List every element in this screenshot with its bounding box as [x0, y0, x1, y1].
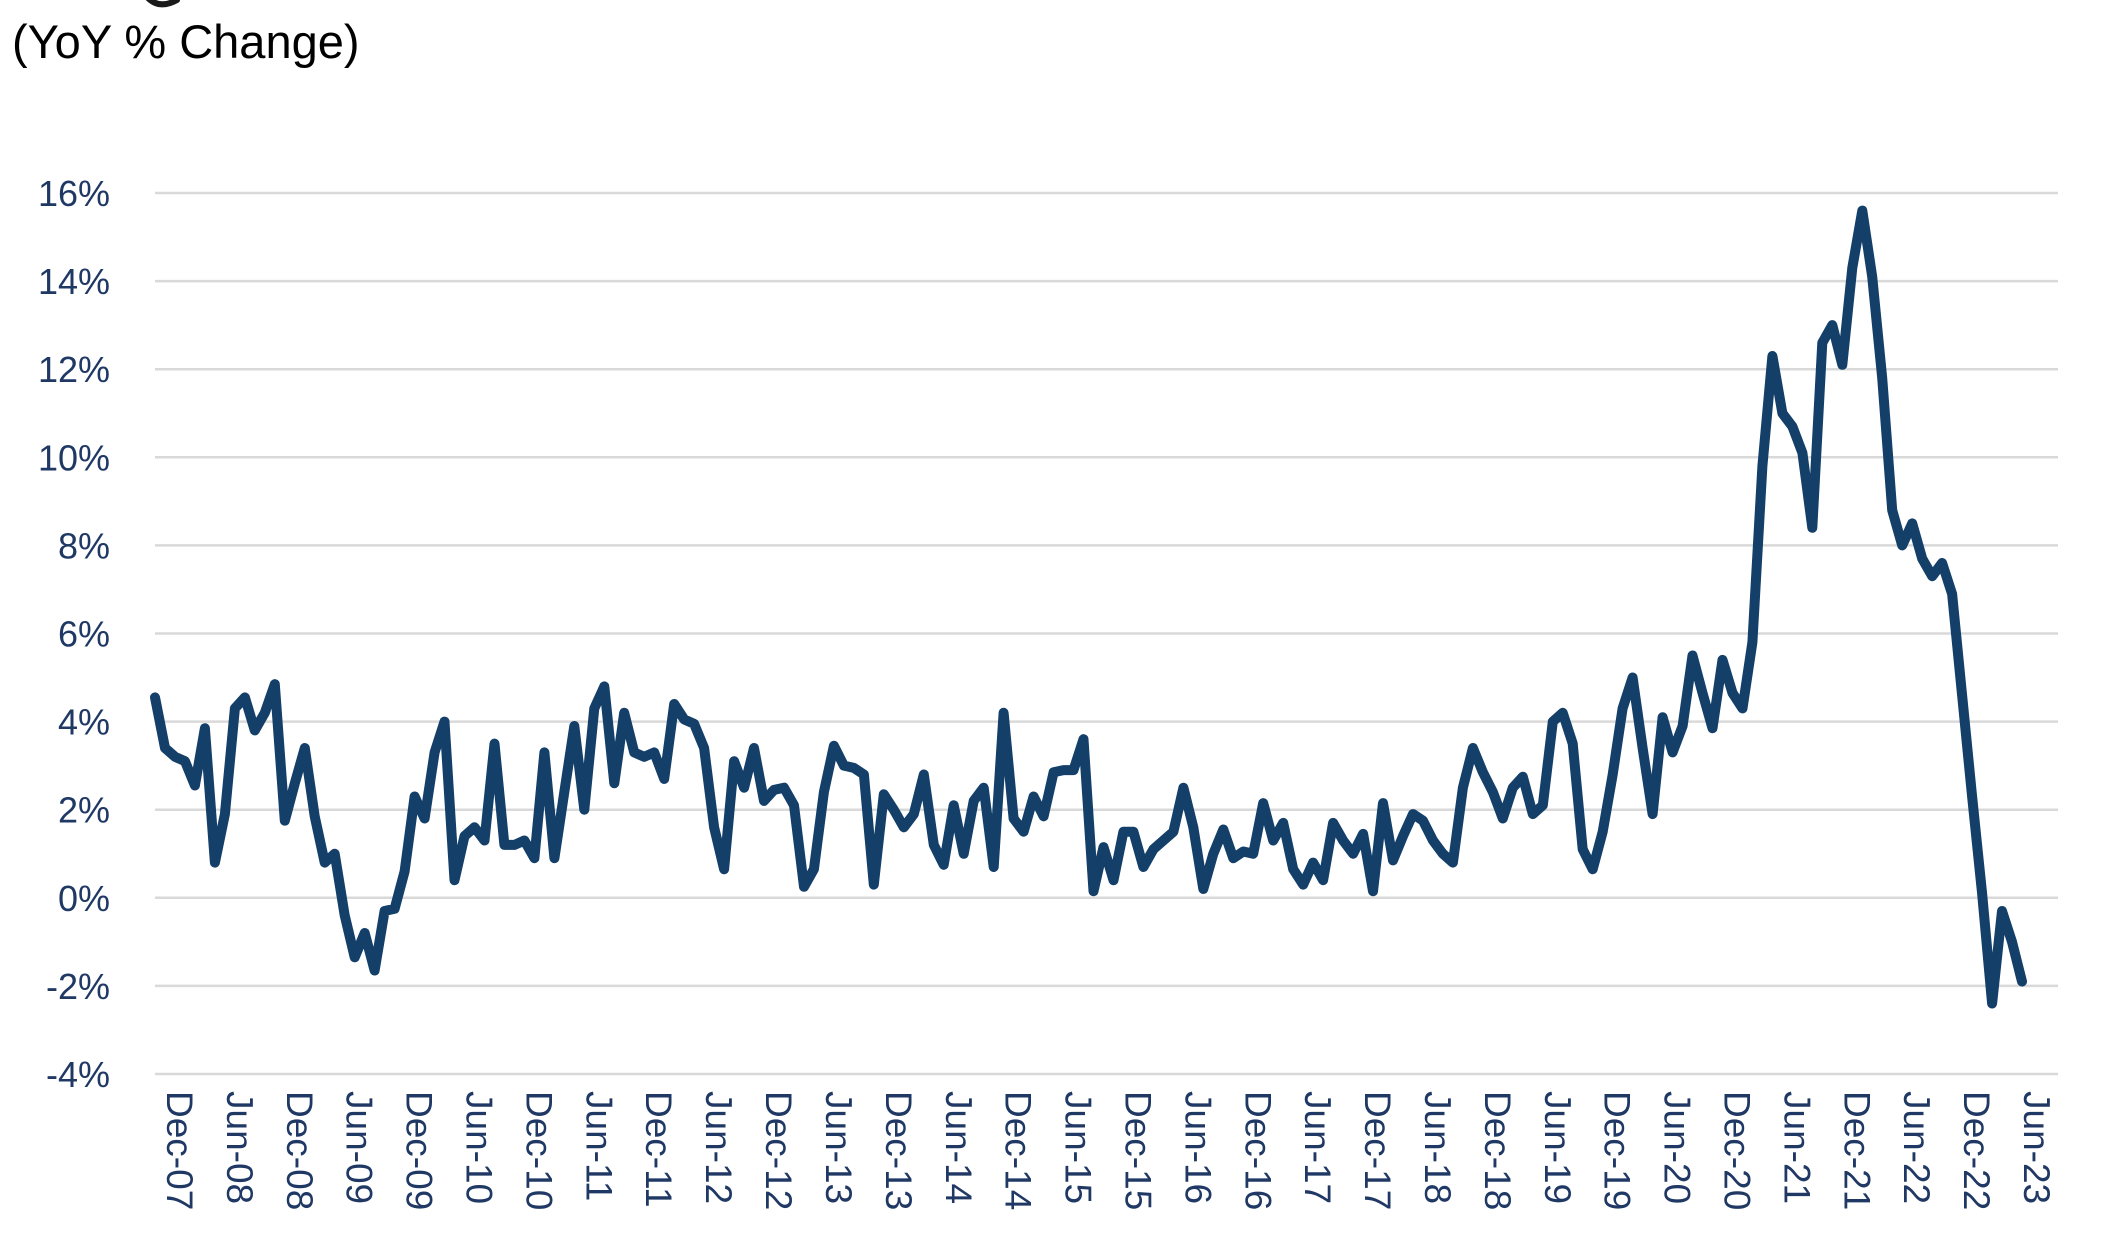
- x-axis-label: Jun-21: [1776, 1091, 1817, 1204]
- y-axis-label: 10%: [38, 437, 110, 478]
- x-axis-label: Jun-15: [1058, 1091, 1099, 1204]
- x-axis-label: Jun-16: [1177, 1091, 1218, 1204]
- x-axis-label: Jun-20: [1657, 1091, 1698, 1204]
- y-axis-label: 8%: [58, 525, 110, 566]
- y-axis-labels-group: 16% 14% 12% 10% 8% 6% 4% 2% 0% -2% -4%: [38, 173, 110, 1095]
- x-axis-label: Dec-16: [1237, 1091, 1278, 1210]
- x-axis-label: Jun-14: [938, 1091, 979, 1204]
- y-axis-label: -4%: [46, 1054, 110, 1095]
- x-axis-label: Dec-08: [279, 1091, 320, 1210]
- chart-title-line2: (YoY % Change): [12, 15, 360, 68]
- y-axis-label: -2%: [46, 966, 110, 1007]
- x-axis-label: Dec-22: [1956, 1091, 1997, 1210]
- y-axis-label: 6%: [58, 614, 110, 655]
- x-axis-label: Jun-13: [818, 1091, 859, 1204]
- y-axis-label: 12%: [38, 349, 110, 390]
- x-axis-label: Dec-07: [159, 1091, 200, 1210]
- x-axis-label: Dec-10: [518, 1091, 559, 1210]
- x-axis-label: Dec-11: [638, 1091, 679, 1208]
- x-axis-label: Jun-12: [698, 1091, 739, 1204]
- x-axis-label: Dec-18: [1477, 1091, 1518, 1210]
- x-axis-label: Jun-09: [339, 1091, 380, 1204]
- x-axis-label: Jun-23: [2016, 1091, 2057, 1204]
- y-axis-label: 16%: [38, 173, 110, 214]
- y-axis-label: 4%: [58, 702, 110, 743]
- x-axis-label: Jun-08: [219, 1091, 260, 1204]
- y-axis-label: 0%: [58, 878, 110, 919]
- x-axis-label: Jun-17: [1297, 1091, 1338, 1204]
- x-axis-label: Dec-12: [758, 1091, 799, 1210]
- x-axis-label: Dec-15: [1118, 1091, 1159, 1210]
- x-axis-label: Dec-21: [1836, 1091, 1877, 1210]
- x-axis-label: Jun-18: [1417, 1091, 1458, 1204]
- x-axis-label: Dec-14: [998, 1091, 1039, 1210]
- x-axis-label: Jun-11: [578, 1091, 619, 1201]
- series-group: [150, 205, 2027, 1009]
- yoy-series-line: [150, 205, 2027, 1009]
- y-axis-label: 2%: [58, 790, 110, 831]
- gridlines-group: [155, 191, 2058, 1076]
- x-axis-labels-group: Dec-07 Jun-08 Dec-08 Jun-09 Dec-09 Jun-10 Dec-…: [159, 1091, 2057, 1210]
- y-axis-label: 14%: [38, 261, 110, 302]
- clipped-title-fragment: [145, 0, 180, 8]
- x-axis-label: Jun-22: [1896, 1091, 1937, 1204]
- x-axis-label: Dec-09: [399, 1091, 440, 1210]
- x-axis-label: Jun-10: [459, 1091, 500, 1204]
- x-axis-label: Dec-20: [1717, 1091, 1758, 1210]
- x-axis-label: Jun-19: [1537, 1091, 1578, 1204]
- x-axis-label: Dec-13: [878, 1091, 919, 1210]
- x-axis-label: Dec-17: [1357, 1091, 1398, 1210]
- x-axis-label: Dec-19: [1597, 1091, 1638, 1210]
